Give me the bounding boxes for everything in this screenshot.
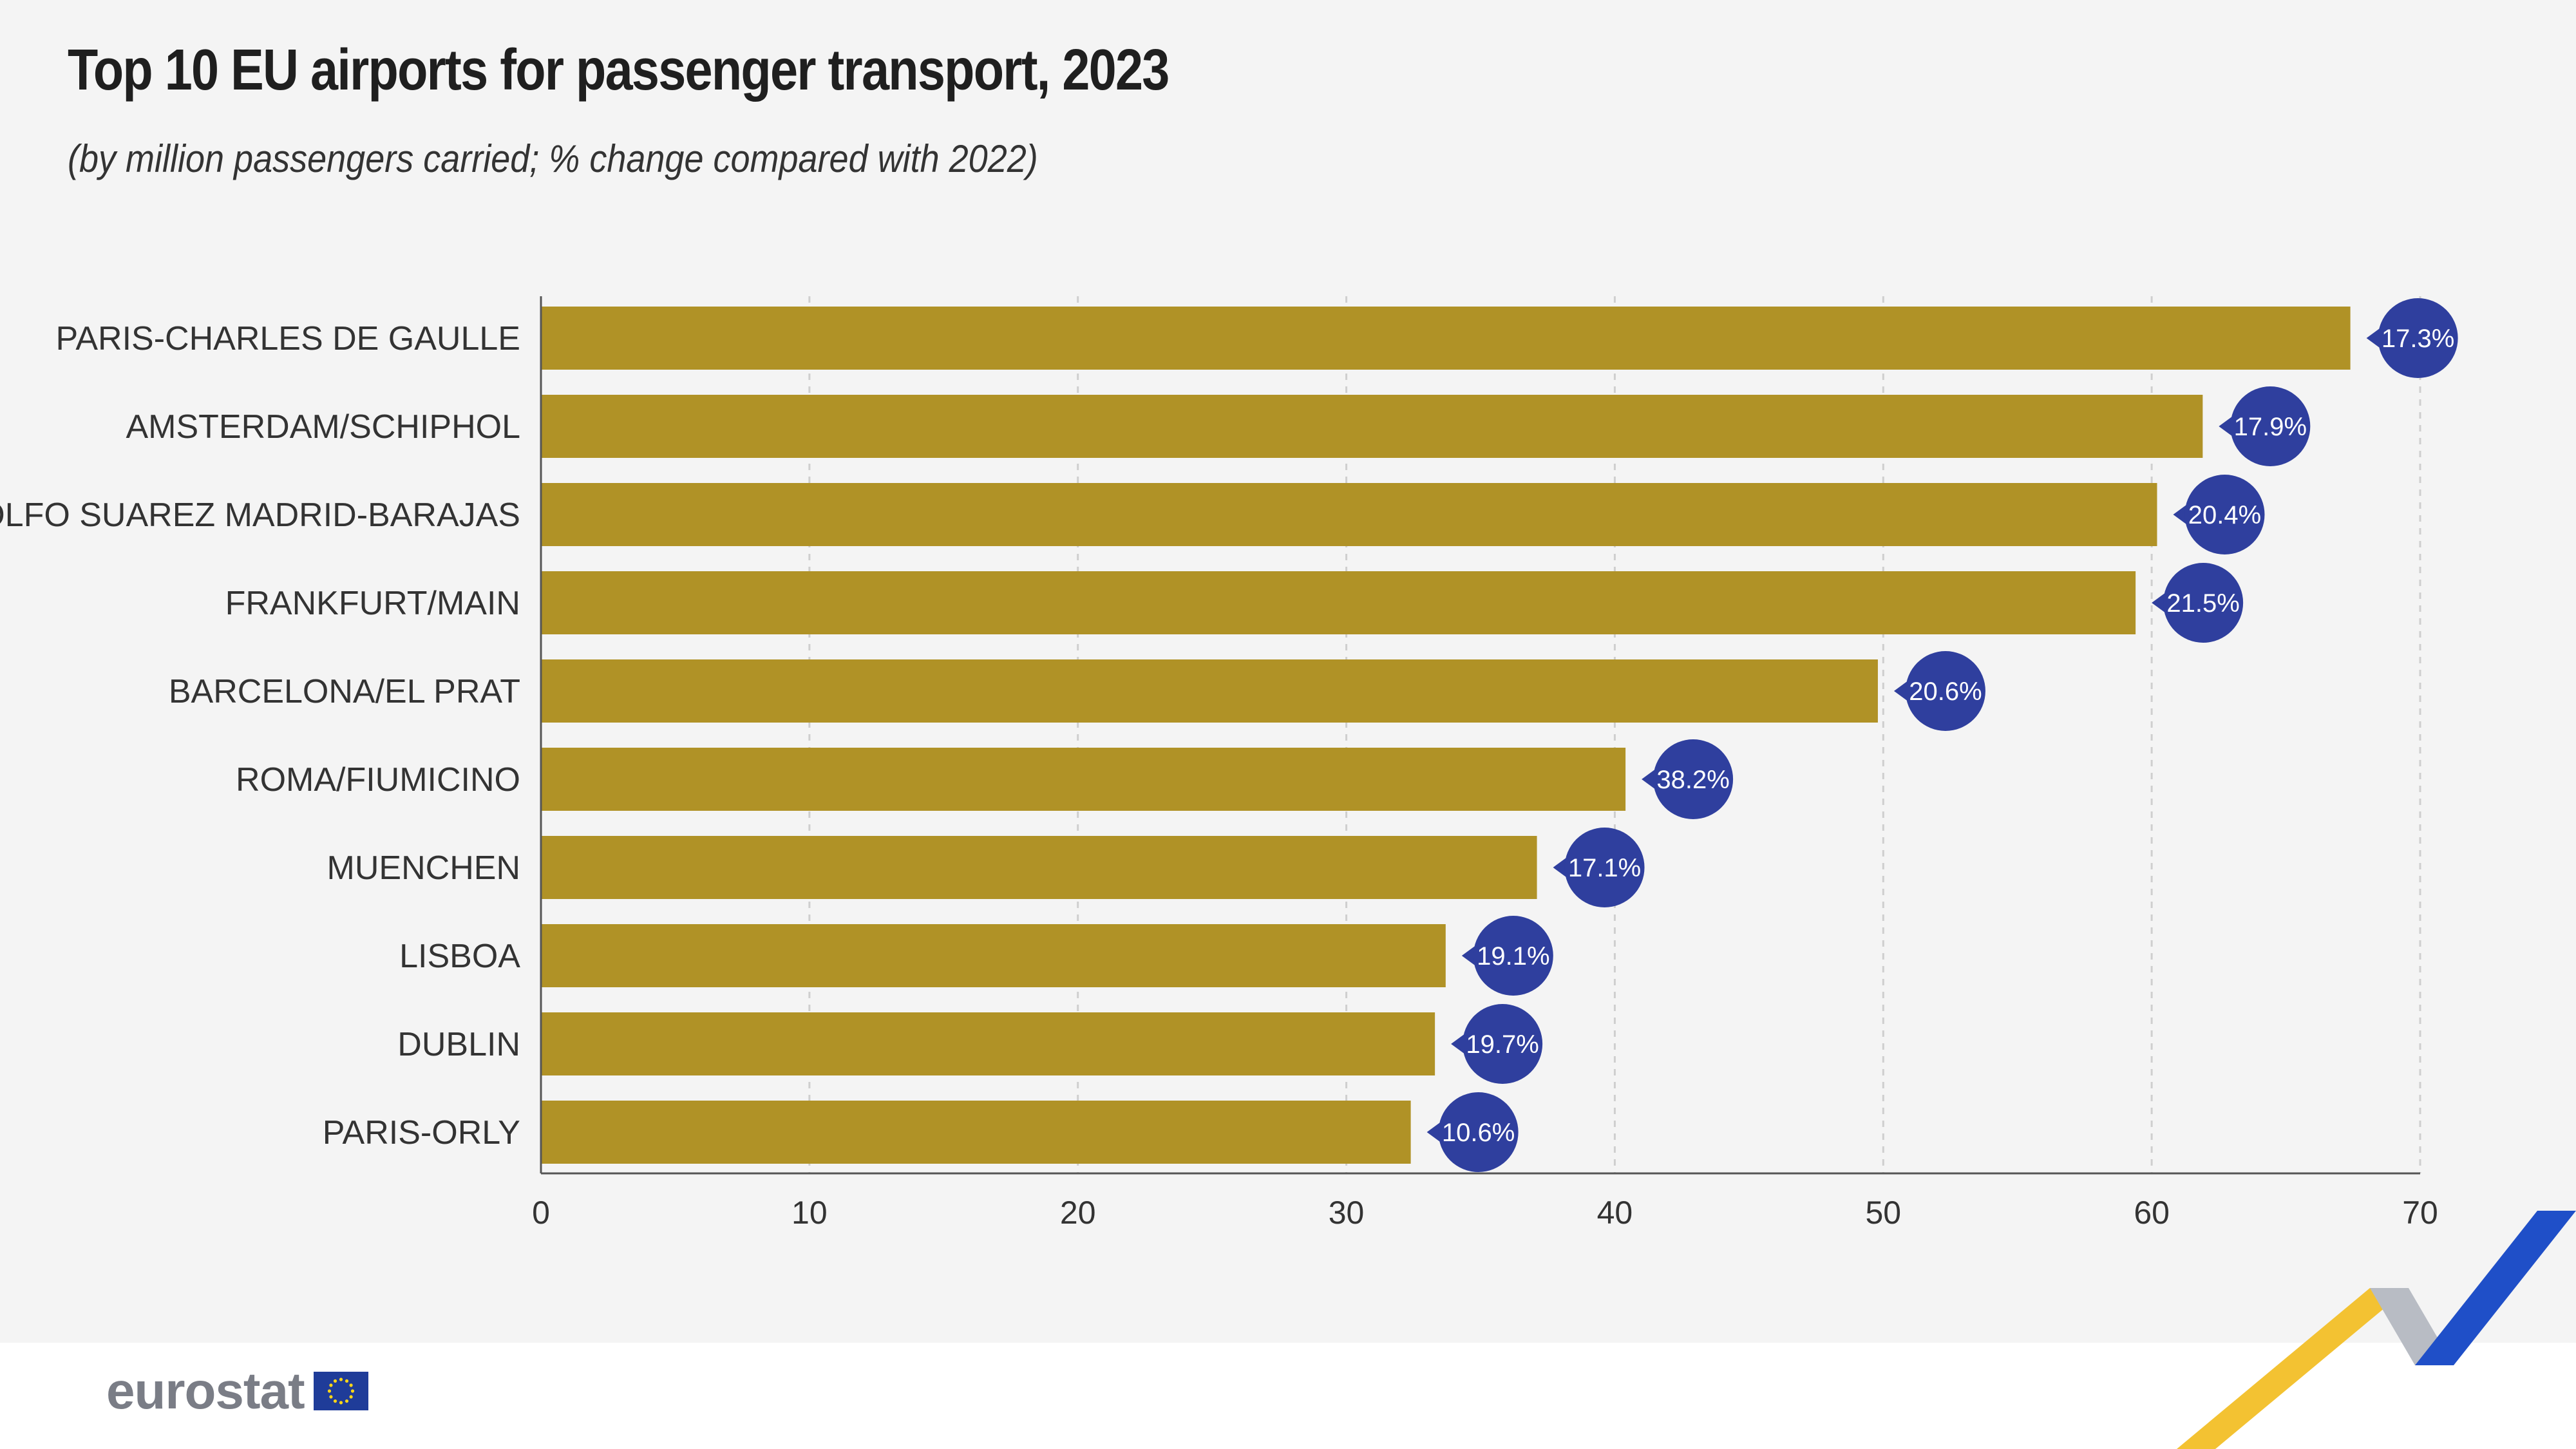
bar xyxy=(541,836,1537,899)
category-label: AMSTERDAM/SCHIPHOL xyxy=(126,408,520,446)
bar xyxy=(541,307,2351,370)
change-bubble: 20.6% xyxy=(1893,651,1985,731)
change-label: 10.6% xyxy=(1442,1119,1515,1147)
bubble-circle xyxy=(1463,1004,1543,1084)
bubble-circle xyxy=(2163,563,2244,643)
bubble-circle xyxy=(1653,739,1734,819)
flag-star xyxy=(349,1395,353,1399)
flag-star xyxy=(327,1389,331,1393)
change-label: 38.2% xyxy=(1656,766,1729,794)
x-tick-label: 60 xyxy=(2134,1195,2170,1231)
change-label: 20.6% xyxy=(1909,677,1982,706)
bubble-circle xyxy=(1905,651,1985,731)
x-tick-label: 20 xyxy=(1060,1195,1096,1231)
bubble-circle xyxy=(1473,916,1553,996)
x-tick-label: 30 xyxy=(1329,1195,1365,1231)
corner-accent-graphic xyxy=(2177,1211,2576,1449)
bubble-circle xyxy=(2378,298,2458,378)
category-label: LISBOA xyxy=(399,938,520,975)
category-labels: PARIS-CHARLES DE GAULLE AMSTERDAM/SCHIPHO… xyxy=(0,320,520,1151)
change-bubble: 10.6% xyxy=(1426,1092,1519,1172)
change-label: 17.3% xyxy=(2382,325,2454,353)
bar xyxy=(541,395,2203,458)
eu-flag-icon xyxy=(313,1372,368,1410)
change-label: 19.7% xyxy=(1466,1030,1539,1059)
bar xyxy=(541,483,2157,546)
flag-star xyxy=(345,1379,348,1383)
category-label: FRANKFURT/MAIN xyxy=(225,585,520,622)
change-bubble: 17.1% xyxy=(1553,828,1645,907)
bar xyxy=(541,659,1878,723)
bars xyxy=(541,307,2351,1164)
change-bubbles: 17.3% 17.9% 20.4% 21.5% 20.6% 38.2% 17.1% 19.1%… xyxy=(1426,298,2458,1172)
change-bubble: 19.7% xyxy=(1451,1004,1543,1084)
category-label: MUENCHEN xyxy=(327,849,520,887)
bubble-circle xyxy=(1564,828,1645,907)
flag-star xyxy=(328,1395,333,1399)
category-label: DUBLIN xyxy=(397,1026,520,1063)
category-label: ROMA/FIUMICINO xyxy=(236,761,520,799)
chart-subtitle: (by million passengers carried; % change… xyxy=(68,137,1038,180)
bar xyxy=(541,1101,1411,1164)
change-bubble: 20.4% xyxy=(2173,475,2265,554)
chart-title: Top 10 EU airports for passenger transpo… xyxy=(68,38,1170,102)
category-label: BARCELONA/EL PRAT xyxy=(169,673,520,710)
change-bubble: 17.9% xyxy=(2219,386,2311,466)
category-label: PARIS-CHARLES DE GAULLE xyxy=(56,320,520,357)
x-tick-label: 50 xyxy=(1865,1195,1901,1231)
bar xyxy=(541,1012,1435,1075)
flag-star xyxy=(339,1401,343,1405)
change-bubble: 21.5% xyxy=(2152,563,2244,643)
flag-field xyxy=(313,1372,368,1410)
x-tick-labels: 0 10 20 30 40 50 60 70 xyxy=(532,1195,2438,1231)
bar xyxy=(541,748,1626,811)
footer-band xyxy=(0,1343,2576,1449)
bubble-circle xyxy=(1438,1092,1519,1172)
accent-yellow-stripe xyxy=(2177,1288,2409,1449)
change-bubble: 38.2% xyxy=(1642,739,1734,819)
bar xyxy=(541,571,2136,634)
change-label: 20.4% xyxy=(2188,501,2261,529)
x-tick-label: 0 xyxy=(532,1195,550,1231)
x-tick-label: 10 xyxy=(791,1195,828,1231)
eurostat-logo: eurostat xyxy=(106,1359,368,1423)
bubble-circle xyxy=(2184,475,2265,554)
axes xyxy=(540,296,2420,1175)
x-tick-label: 70 xyxy=(2402,1195,2438,1231)
flag-star xyxy=(333,1399,337,1403)
flag-star xyxy=(333,1379,337,1383)
change-label: 17.9% xyxy=(2234,413,2307,441)
flag-star xyxy=(350,1389,354,1393)
flag-star xyxy=(345,1399,348,1403)
flag-star xyxy=(328,1383,333,1387)
change-bubble: 17.3% xyxy=(2366,298,2458,378)
eurostat-wordmark: eurostat xyxy=(106,1362,305,1419)
change-label: 17.1% xyxy=(1568,854,1641,882)
flag-star xyxy=(349,1383,353,1387)
change-label: 19.1% xyxy=(1477,942,1549,971)
bubble-circle xyxy=(2230,386,2311,466)
change-bubble: 19.1% xyxy=(1461,916,1553,996)
category-label: PARIS-ORLY xyxy=(323,1114,520,1151)
x-tick-label: 40 xyxy=(1597,1195,1633,1231)
bar xyxy=(541,924,1446,987)
flag-star xyxy=(339,1378,343,1381)
change-label: 21.5% xyxy=(2166,589,2239,618)
accent-blue-stripe xyxy=(2415,1211,2576,1365)
category-label: ADOLFO SUAREZ MADRID-BARAJAS xyxy=(0,497,520,534)
